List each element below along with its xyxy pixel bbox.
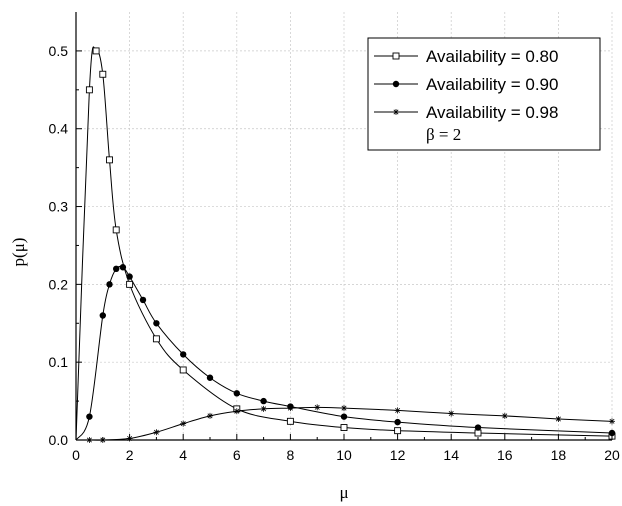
x-tick-label: 20 <box>604 447 620 463</box>
data-point <box>126 273 133 280</box>
data-point <box>153 429 160 436</box>
x-tick-label: 12 <box>390 447 406 463</box>
star-stroke <box>448 411 454 417</box>
legend-box <box>367 37 601 151</box>
star-stroke <box>234 408 240 414</box>
data-point <box>206 374 214 381</box>
data-point <box>86 413 93 420</box>
legend-marker <box>392 52 400 60</box>
star-stroke <box>153 429 159 435</box>
data-point <box>85 86 93 94</box>
data-point <box>99 312 107 319</box>
data-point <box>340 413 348 420</box>
star-stroke <box>502 413 508 419</box>
star-stroke <box>395 407 401 413</box>
x-ticks: 0 2 4 6 8 10 12 14 16 18 20 <box>72 434 620 463</box>
y-axis-label: p(μ) <box>9 238 28 267</box>
x-tick-label: 8 <box>287 447 295 463</box>
data-point <box>179 366 187 374</box>
data-point <box>180 420 187 427</box>
data-point <box>394 427 402 435</box>
data-point <box>233 390 240 397</box>
y-tick-label: 0.1 <box>49 354 69 370</box>
star-stroke <box>207 413 213 419</box>
x-tick-label: 10 <box>336 447 352 463</box>
data-point <box>106 281 113 288</box>
legend-entry: Availability = 0.98 <box>374 103 558 122</box>
data-point <box>180 351 187 358</box>
data-point <box>260 405 267 412</box>
series-2 <box>75 264 616 441</box>
data-point <box>608 429 616 437</box>
legend-entries: Availability = 0.80 Availability = 0.90 Av… <box>374 47 558 122</box>
legend-label: Availability = 0.90 <box>426 75 558 94</box>
series-line <box>75 46 613 441</box>
star-stroke <box>609 418 615 424</box>
legend-marker <box>392 80 400 88</box>
series-3 <box>76 404 615 443</box>
x-tick-label: 14 <box>443 447 459 463</box>
x-tick-label: 0 <box>72 447 80 463</box>
x-tick-label: 6 <box>233 447 241 463</box>
legend: Availability = 0.80 Availability = 0.90 Av… <box>367 37 601 151</box>
data-point <box>474 424 482 431</box>
data-point <box>119 264 127 271</box>
star-stroke <box>393 109 399 115</box>
x-tick-label: 2 <box>126 447 134 463</box>
star-stroke <box>341 405 347 411</box>
data-point <box>394 418 401 426</box>
data-point <box>341 405 347 412</box>
data-point <box>106 156 113 164</box>
data-point <box>207 412 213 419</box>
star-stroke <box>314 404 320 410</box>
x-axis-label: μ <box>339 483 348 502</box>
data-point <box>92 47 100 55</box>
legend-marker <box>393 109 399 115</box>
y-tick-label: 0.5 <box>49 43 69 59</box>
x-tick-label: 18 <box>551 447 567 463</box>
series-layer <box>75 46 616 443</box>
legend-note: β = 2 <box>426 125 461 144</box>
data-point <box>501 412 508 419</box>
data-point <box>287 405 294 412</box>
data-point <box>474 429 482 437</box>
data-point <box>340 424 348 431</box>
legend-entry: Availability = 0.90 <box>374 75 558 94</box>
x-tick-label: 16 <box>497 447 513 463</box>
data-point <box>112 226 120 234</box>
data-point <box>139 296 147 304</box>
legend-label: Availability = 0.80 <box>426 47 558 66</box>
data-point <box>113 265 120 272</box>
legend-entry: Availability = 0.80 <box>374 47 558 66</box>
star-stroke <box>555 416 561 422</box>
star-stroke <box>287 405 293 411</box>
data-point <box>286 417 294 425</box>
data-point <box>260 397 267 405</box>
y-tick-label: 0.0 <box>49 432 69 448</box>
data-point <box>448 410 455 417</box>
data-point <box>233 408 240 415</box>
data-point <box>152 335 160 343</box>
star-stroke <box>261 406 267 412</box>
y-tick-label: 0.4 <box>49 121 69 137</box>
data-point <box>555 415 562 422</box>
data-point <box>609 418 615 425</box>
data-point <box>126 280 134 288</box>
grid <box>76 12 613 440</box>
data-point <box>314 404 321 411</box>
star-stroke <box>180 421 186 427</box>
y-tick-label: 0.3 <box>49 199 69 215</box>
data-point <box>153 320 160 327</box>
series-line <box>75 265 613 441</box>
x-tick-label: 4 <box>179 447 187 463</box>
y-ticks: 0.0 0.1 0.2 0.3 0.4 0.5 <box>49 43 82 448</box>
y-tick-label: 0.2 <box>49 276 69 292</box>
legend-label: Availability = 0.98 <box>426 103 558 122</box>
data-point <box>394 407 401 414</box>
data-point <box>99 70 107 78</box>
